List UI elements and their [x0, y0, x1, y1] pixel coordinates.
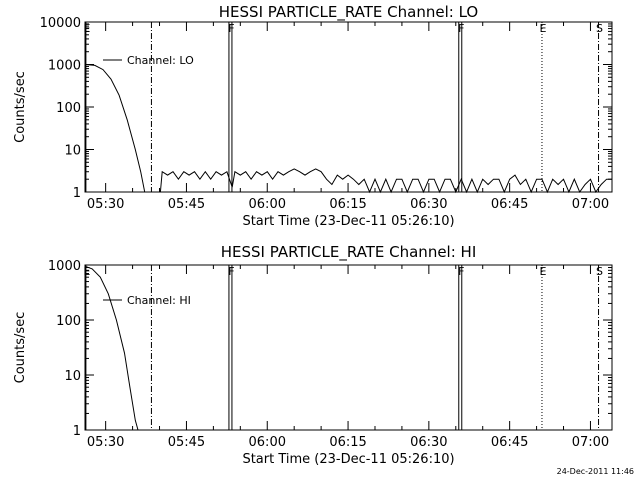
x-tick-label: 06:30: [410, 435, 447, 450]
y-tick-label: 10: [64, 144, 81, 159]
event-marker-label: F: [458, 265, 464, 278]
x-tick-label: 07:00: [572, 435, 609, 450]
x-tick-label: 06:15: [329, 197, 366, 212]
series-line: [84, 64, 612, 194]
x-axis-label: Start Time (23-Dec-11 05:26:10): [242, 452, 454, 467]
y-tick-label: 10: [64, 369, 81, 384]
x-tick-label: 05:45: [168, 197, 205, 212]
event-marker-label: E: [83, 265, 90, 278]
plot-frame: [84, 264, 613, 431]
x-tick-label: 06:30: [410, 197, 447, 212]
legend-label: Channel: LO: [127, 54, 194, 67]
y-axis: 1 10 100 1000 10000: [40, 16, 612, 201]
x-axis-label: Start Time (23-Dec-11 05:26:10): [242, 214, 454, 229]
x-tick-label: 06:00: [249, 435, 286, 450]
event-marker-label: E: [539, 22, 546, 35]
x-tick-label: 06:45: [491, 197, 528, 212]
chart-title: HESSI PARTICLE_RATE Channel: HI: [221, 243, 477, 262]
event-marker-label: E: [83, 22, 90, 35]
x-tick-label: 06:00: [249, 197, 286, 212]
y-tick-label: 1: [73, 424, 81, 439]
y-axis: 1 10 100 1000: [48, 259, 612, 439]
chart-panel-hi: HESSI PARTICLE_RATE Channel: HI 1 10 100 100…: [13, 243, 613, 467]
x-tick-label: 07:00: [572, 197, 609, 212]
event-marker-label: F: [228, 22, 234, 35]
event-marker-label: F: [458, 22, 464, 35]
y-axis-label: Counts/sec: [13, 71, 28, 143]
x-tick-label: 06:15: [329, 435, 366, 450]
x-axis: 05:30 05:45 06:00 06:15 06:30 06:45 07:00: [87, 22, 609, 212]
series-line: [84, 265, 139, 431]
chart-title: HESSI PARTICLE_RATE Channel: LO: [219, 3, 478, 22]
y-tick-label: 1000: [48, 59, 81, 74]
chart-panel-lo: HESSI PARTICLE_RATE Channel: LO 1 10 100 100…: [13, 3, 613, 229]
legend-label: Channel: HI: [127, 294, 191, 307]
event-marker-label: E: [539, 265, 546, 278]
timestamp-label: 24-Dec-2011 11:46: [557, 467, 634, 476]
plot-frame: [84, 21, 613, 193]
y-tick-label: 100: [56, 101, 81, 116]
y-tick-label: 10000: [40, 16, 81, 31]
event-marker-label: S: [596, 265, 603, 278]
y-tick-label: 100: [56, 314, 81, 329]
y-tick-label: 1: [73, 186, 81, 201]
x-axis: 05:30 05:45 06:00 06:15 06:30 06:45 07:00: [87, 265, 609, 450]
y-axis-label: Counts/sec: [13, 312, 28, 384]
x-tick-label: 05:45: [168, 435, 205, 450]
y-tick-label: 1000: [48, 259, 81, 274]
x-tick-label: 06:45: [491, 435, 528, 450]
x-tick-label: 05:30: [87, 197, 124, 212]
event-marker-label: F: [228, 265, 234, 278]
event-marker-label: S: [596, 22, 603, 35]
x-tick-label: 05:30: [87, 435, 124, 450]
